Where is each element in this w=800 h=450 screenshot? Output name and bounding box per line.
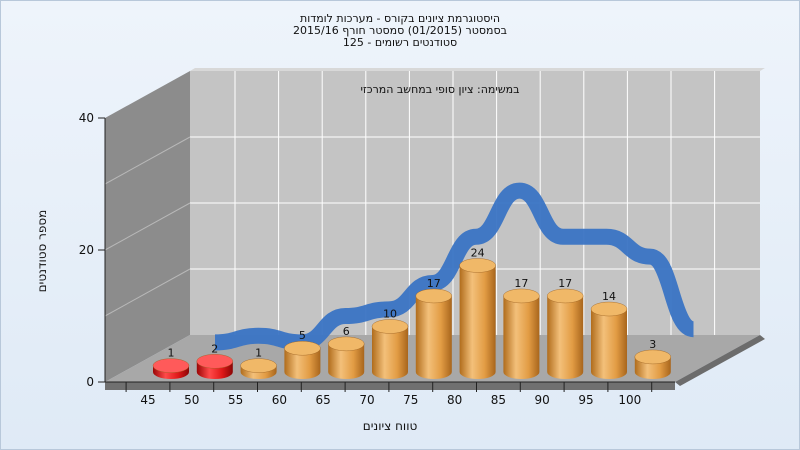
- histogram-bar: [547, 288, 584, 380]
- floor-front-edge: [105, 382, 675, 390]
- histogram-bar: [152, 358, 190, 379]
- x-tick-label: 45: [140, 393, 155, 407]
- bar-body: [328, 343, 365, 380]
- x-tick-label: 85: [491, 393, 506, 407]
- x-tick-label: 90: [535, 393, 550, 407]
- bars-layer: [152, 258, 671, 380]
- grid-lines: [104, 71, 760, 335]
- histogram-bar: [240, 358, 277, 380]
- bar-body: [591, 309, 627, 379]
- histogram-bar: [196, 354, 234, 380]
- bar-value-label: 14: [602, 290, 616, 303]
- x-tick-label: 50: [184, 393, 199, 407]
- x-tick-label: 100: [618, 393, 641, 407]
- chart-subtitle-students: סטודנטים רשומים - 125: [342, 36, 458, 49]
- chart-subtitle-semester: בסמסטר (01/2015) סמסטר חורף 2015/16: [293, 24, 507, 37]
- bar-value-label: 3: [649, 338, 656, 351]
- bar-top: [152, 358, 190, 373]
- bar-top: [240, 358, 277, 373]
- histogram-bar: [284, 341, 321, 379]
- y-tick-label: 0: [86, 375, 94, 389]
- bar-top: [371, 319, 409, 334]
- x-tick-label: 55: [228, 393, 243, 407]
- value-labels: 1 2 1 5 6 10 17 24 17 17 14 3: [168, 246, 657, 359]
- bar-value-label: 1: [168, 347, 175, 360]
- gridline-side: [104, 202, 191, 251]
- x-tick-label: 65: [316, 393, 331, 407]
- floor-right-rim: [675, 335, 765, 386]
- gridline-side: [104, 136, 191, 185]
- bar-top: [415, 288, 452, 304]
- bar-value-label: 17: [427, 277, 441, 290]
- chart-title: היסטוגרמת ציונים בקורס - מערכות לומדות: [299, 12, 501, 25]
- bar-value-label: 17: [558, 277, 572, 290]
- y-axis-label: מספר סטודנטים: [35, 210, 49, 293]
- bar-body: [503, 295, 540, 379]
- bar-value-label: 2: [211, 342, 218, 355]
- bar-body: [547, 295, 584, 380]
- bar-top: [328, 336, 365, 352]
- histogram-bar: [328, 336, 365, 380]
- x-tick-label: 60: [272, 393, 287, 407]
- bar-top: [459, 258, 496, 273]
- bar-top: [284, 341, 321, 356]
- bar-value-label: 1: [255, 347, 262, 360]
- bar-top: [547, 288, 584, 304]
- bar-value-label: 5: [299, 329, 306, 342]
- bar-value-label: 17: [514, 277, 528, 290]
- histogram-bar: [634, 349, 671, 380]
- y-tick-label: 40: [79, 111, 94, 125]
- bar-value-label: 24: [471, 246, 485, 259]
- y-tick-label: 20: [79, 243, 94, 257]
- bar-top: [590, 301, 628, 317]
- histogram-bar: [371, 319, 409, 379]
- histogram-bar: [459, 258, 496, 380]
- x-axis-label: טווח ציונים: [363, 419, 418, 433]
- histogram-bar: [590, 301, 628, 379]
- bar-value-label: 6: [343, 325, 350, 338]
- gridline-side: [104, 268, 191, 317]
- bar-top: [196, 354, 234, 369]
- x-tick-label: 70: [359, 393, 374, 407]
- bar-body: [459, 265, 496, 380]
- histogram-bar: [503, 288, 540, 379]
- bar-value-label: 10: [383, 307, 397, 320]
- bar-body: [284, 348, 321, 379]
- histogram-bar: [415, 288, 452, 380]
- x-tick-label: 80: [447, 393, 462, 407]
- wall-top-rim: [190, 68, 765, 71]
- x-tick-label: 95: [578, 393, 593, 407]
- bar-body: [415, 295, 452, 380]
- bar-top: [503, 288, 540, 304]
- x-tick-label: 75: [403, 393, 418, 407]
- bar-body: [372, 326, 408, 379]
- bar-top: [634, 349, 671, 365]
- chart-annotation: במשימה: ציון סופי במחשב המרכזי: [360, 83, 519, 96]
